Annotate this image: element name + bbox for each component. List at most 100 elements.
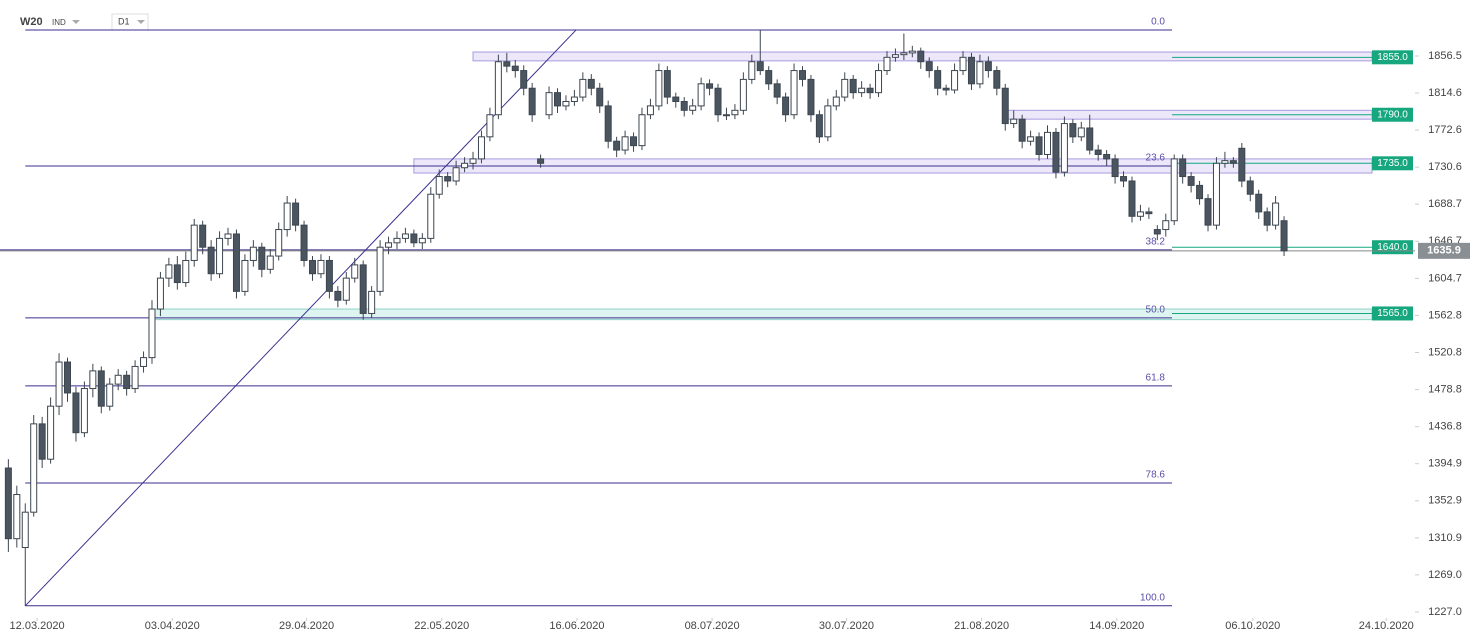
candle-body	[1204, 198, 1212, 226]
last-price-label: 1635.9	[1427, 245, 1461, 257]
candle-body	[1035, 136, 1043, 155]
candle-body	[1111, 158, 1119, 178]
candle-body	[655, 70, 663, 107]
x-tick-label: 30.07.2020	[819, 620, 874, 632]
candle-body	[663, 70, 671, 98]
candle-body	[1044, 131, 1052, 155]
candle-body	[351, 264, 359, 279]
candle-body	[1238, 147, 1246, 182]
candle-body	[554, 92, 562, 107]
candle-body	[1001, 87, 1009, 125]
y-tick-label: 1352.9	[1428, 495, 1462, 507]
candle-body	[30, 423, 38, 513]
level-tag	[1372, 156, 1413, 171]
candle-body	[731, 109, 739, 116]
candle-body	[173, 264, 181, 284]
dropdown-arrow[interactable]	[72, 20, 80, 24]
candle-body	[756, 61, 764, 72]
candle-body	[1153, 229, 1161, 235]
candle-body	[1010, 118, 1018, 125]
candle-body	[875, 70, 883, 94]
x-tick-label: 03.04.2020	[145, 620, 200, 632]
candle-body	[309, 259, 317, 275]
candle-body	[984, 61, 992, 72]
candle-body	[80, 388, 88, 434]
candle-body	[131, 365, 139, 390]
candle-body	[444, 176, 452, 182]
candle-body	[38, 423, 46, 460]
candle-body	[114, 374, 122, 385]
candle-body	[165, 264, 173, 279]
candle-body	[570, 96, 578, 102]
candle-body	[722, 114, 730, 117]
candle-body	[300, 224, 308, 261]
market: IND	[52, 18, 66, 27]
candle-body	[613, 140, 621, 151]
x-tick-label: 24.10.2020	[1359, 620, 1414, 632]
candle-body	[832, 96, 840, 107]
candle-body	[841, 78, 849, 98]
level-tag	[1372, 306, 1413, 321]
candle-body	[182, 259, 190, 284]
y-tick-label: 1772.6	[1428, 124, 1462, 136]
candle-body	[1170, 158, 1178, 222]
y-tick-label: 1730.6	[1428, 161, 1462, 173]
candle-body	[900, 52, 908, 56]
candle-body	[993, 70, 1001, 89]
candle-body	[782, 96, 790, 116]
level-label: 1735.0	[1377, 158, 1408, 169]
candle-body	[486, 114, 494, 138]
y-tick-label: 1478.8	[1428, 384, 1462, 396]
candle-body	[714, 87, 722, 116]
candle-body	[1128, 180, 1136, 217]
candle-body	[537, 158, 545, 164]
dropdown-arrow[interactable]	[137, 20, 145, 24]
candle-body	[72, 392, 80, 434]
candle-body	[207, 246, 215, 275]
candle-body	[199, 224, 207, 248]
candle-body	[579, 78, 587, 98]
candle-body	[967, 56, 975, 85]
y-tick-label: 1436.8	[1428, 421, 1462, 433]
plot-area: 1227.0 1269.0 1310.9 1352.9 1394.9 1436.8 1478…	[0, 17, 1470, 632]
y-tick-label: 1856.5	[1428, 50, 1462, 62]
candle-body	[1136, 211, 1144, 217]
candle-body	[401, 233, 409, 239]
candle-body	[435, 176, 443, 195]
candle-body	[934, 70, 942, 89]
x-tick-label: 14.09.2020	[1089, 620, 1144, 632]
candle-body	[410, 233, 418, 244]
candle-body	[706, 83, 714, 89]
candle-body	[807, 78, 815, 116]
fib-label: 61.8	[1146, 373, 1166, 384]
candle-body	[376, 246, 384, 292]
candle-body	[342, 277, 350, 301]
x-tick-label: 21.08.2020	[954, 620, 1009, 632]
candle-body	[925, 61, 933, 72]
x-tick-label: 22.05.2020	[414, 620, 469, 632]
candle-body	[1162, 220, 1170, 231]
candle-body	[959, 56, 967, 72]
candle-body	[858, 87, 866, 94]
candle-body	[1069, 123, 1077, 138]
candle-body	[646, 105, 654, 116]
candle-body	[232, 233, 240, 292]
level-label: 1855.0	[1377, 52, 1408, 63]
candle-body	[292, 202, 300, 226]
candle-body	[1094, 149, 1102, 155]
candle-body	[317, 259, 325, 275]
candle-body	[1145, 211, 1153, 215]
candle-body	[638, 114, 646, 147]
level-tag	[1372, 107, 1413, 122]
candle-body	[824, 105, 832, 138]
candle-body	[1077, 127, 1085, 138]
candle-body	[562, 100, 570, 107]
candle-body	[1086, 127, 1094, 151]
candle-body	[1255, 193, 1263, 213]
candle-body	[385, 242, 393, 248]
candle-body	[1103, 153, 1111, 160]
candle-body	[359, 264, 367, 314]
trend-line	[24, 29, 577, 607]
candle-body	[275, 229, 283, 257]
